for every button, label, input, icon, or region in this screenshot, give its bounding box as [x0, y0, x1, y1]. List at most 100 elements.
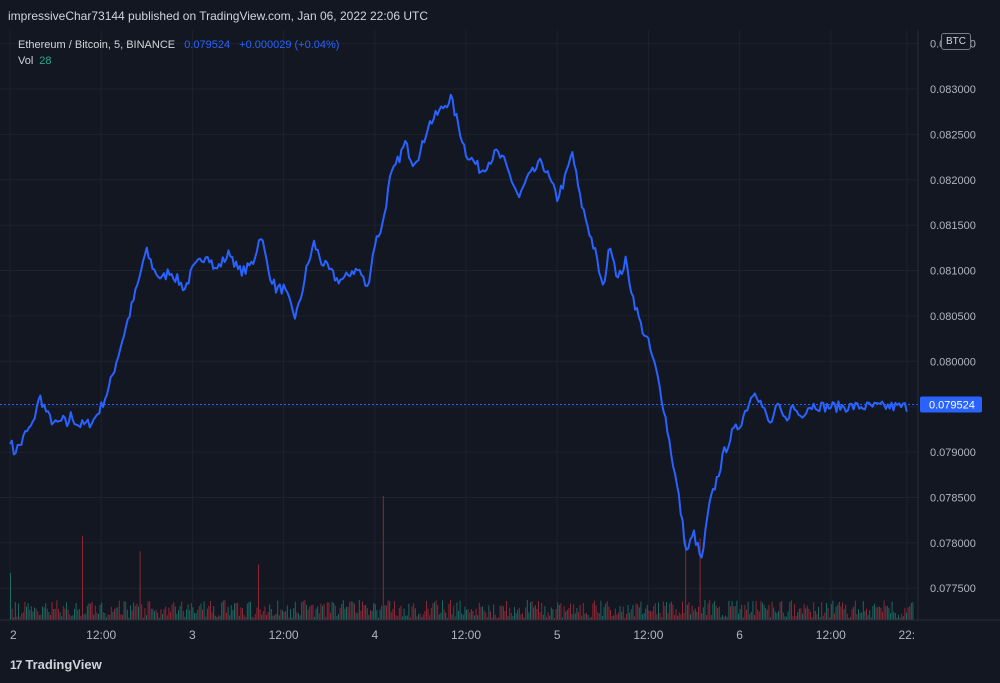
volume-bar — [354, 603, 355, 620]
volume-bar — [856, 614, 858, 620]
volume-bar — [438, 614, 440, 620]
volume-bar — [619, 606, 621, 620]
volume-bar — [709, 600, 711, 620]
volume-bar — [755, 600, 757, 620]
volume-bar — [104, 613, 106, 620]
volume-bar — [406, 615, 408, 620]
volume-bar — [352, 602, 354, 620]
volume-bar — [333, 603, 335, 620]
volume-bar — [613, 615, 615, 620]
price-tick-label: 0.078000 — [930, 538, 976, 550]
volume-bar — [70, 616, 72, 620]
volume-bar — [514, 606, 515, 620]
volume-bar — [274, 615, 275, 620]
volume-bar — [242, 608, 243, 620]
volume-bar — [674, 615, 675, 620]
volume-bar — [86, 605, 88, 620]
volume-bar — [669, 603, 671, 620]
volume-bar — [232, 610, 234, 620]
volume-bar — [530, 602, 531, 620]
volume-bar — [840, 606, 842, 620]
price-tick-label: 0.082000 — [930, 175, 976, 187]
volume-bar — [357, 613, 359, 620]
volume-bar — [531, 601, 533, 620]
volume-bar — [813, 602, 815, 620]
volume-bar — [765, 608, 767, 620]
volume-bar — [435, 600, 437, 620]
volume-bar — [160, 609, 162, 620]
volume-bar — [402, 616, 403, 620]
volume-bar — [157, 612, 159, 620]
time-tick-label: 22: — [898, 628, 915, 642]
volume-bar — [112, 611, 114, 620]
volume-bar — [482, 606, 483, 620]
time-tick-label: 12:00 — [269, 628, 299, 642]
volume-bar — [811, 617, 813, 620]
volume-bar — [421, 617, 423, 620]
volume-bar — [339, 608, 341, 620]
volume-bar — [334, 605, 336, 620]
volume-bar — [754, 615, 755, 620]
volume-bar — [502, 606, 504, 620]
volume-bar — [869, 610, 871, 620]
volume-bar — [824, 612, 826, 620]
volume-bar — [798, 608, 800, 620]
volume-bar — [338, 614, 339, 620]
volume-bar — [259, 609, 261, 620]
volume-bar — [512, 616, 514, 620]
time-tick-label: 12:00 — [633, 628, 663, 642]
volume-bar — [304, 600, 306, 620]
volume-bar — [309, 606, 311, 620]
volume-bar — [707, 603, 709, 620]
volume-bar — [846, 613, 848, 620]
volume-bar — [688, 602, 690, 620]
volume-bar — [891, 601, 893, 620]
volume-bar — [75, 603, 77, 620]
volume-bar — [733, 606, 735, 620]
volume-bar — [475, 608, 477, 620]
volume-bar — [781, 601, 783, 620]
volume-bar — [552, 609, 554, 620]
volume-bar — [509, 607, 511, 620]
volume-bar — [306, 605, 307, 620]
volume-bar — [747, 601, 749, 620]
volume-bar — [910, 602, 912, 620]
volume-bar — [125, 601, 127, 620]
volume-bar — [202, 609, 203, 620]
volume-bar — [50, 614, 51, 620]
volume-bars — [10, 496, 914, 620]
volume-bar — [46, 608, 48, 620]
tradingview-logo[interactable]: 17 TradingView — [10, 657, 102, 672]
volume-bar — [42, 606, 43, 620]
volume-bar — [243, 614, 245, 620]
volume-bar — [218, 615, 219, 620]
volume-bar — [506, 601, 507, 620]
volume-bar — [797, 612, 799, 620]
volume-bar — [144, 608, 146, 620]
volume-bar — [214, 615, 216, 620]
volume-bar — [581, 615, 583, 620]
volume-bar — [493, 604, 495, 620]
legend-volume[interactable]: Vol 28 — [18, 53, 339, 69]
volume-bar — [592, 603, 594, 620]
volume-bar — [610, 609, 611, 620]
volume-bar — [488, 605, 490, 620]
volume-bar — [61, 616, 63, 620]
volume-bar — [784, 616, 786, 620]
volume-bar — [510, 613, 512, 620]
volume-bar — [38, 615, 40, 620]
volume-bar — [174, 606, 176, 620]
price-tick-label: 0.082500 — [930, 129, 976, 141]
volume-bar — [694, 608, 696, 620]
volume-bar — [331, 601, 333, 620]
volume-bar — [418, 614, 419, 620]
volume-bar — [872, 605, 874, 620]
volume-bar — [322, 605, 323, 620]
time-tick-label: 2 — [10, 628, 17, 642]
volume-bar — [13, 617, 15, 620]
volume-bar — [821, 602, 823, 620]
volume-bar — [99, 605, 101, 620]
volume-bar — [814, 611, 816, 620]
legend-symbol[interactable]: Ethereum / Bitcoin, 5, BINANCE — [18, 39, 176, 51]
